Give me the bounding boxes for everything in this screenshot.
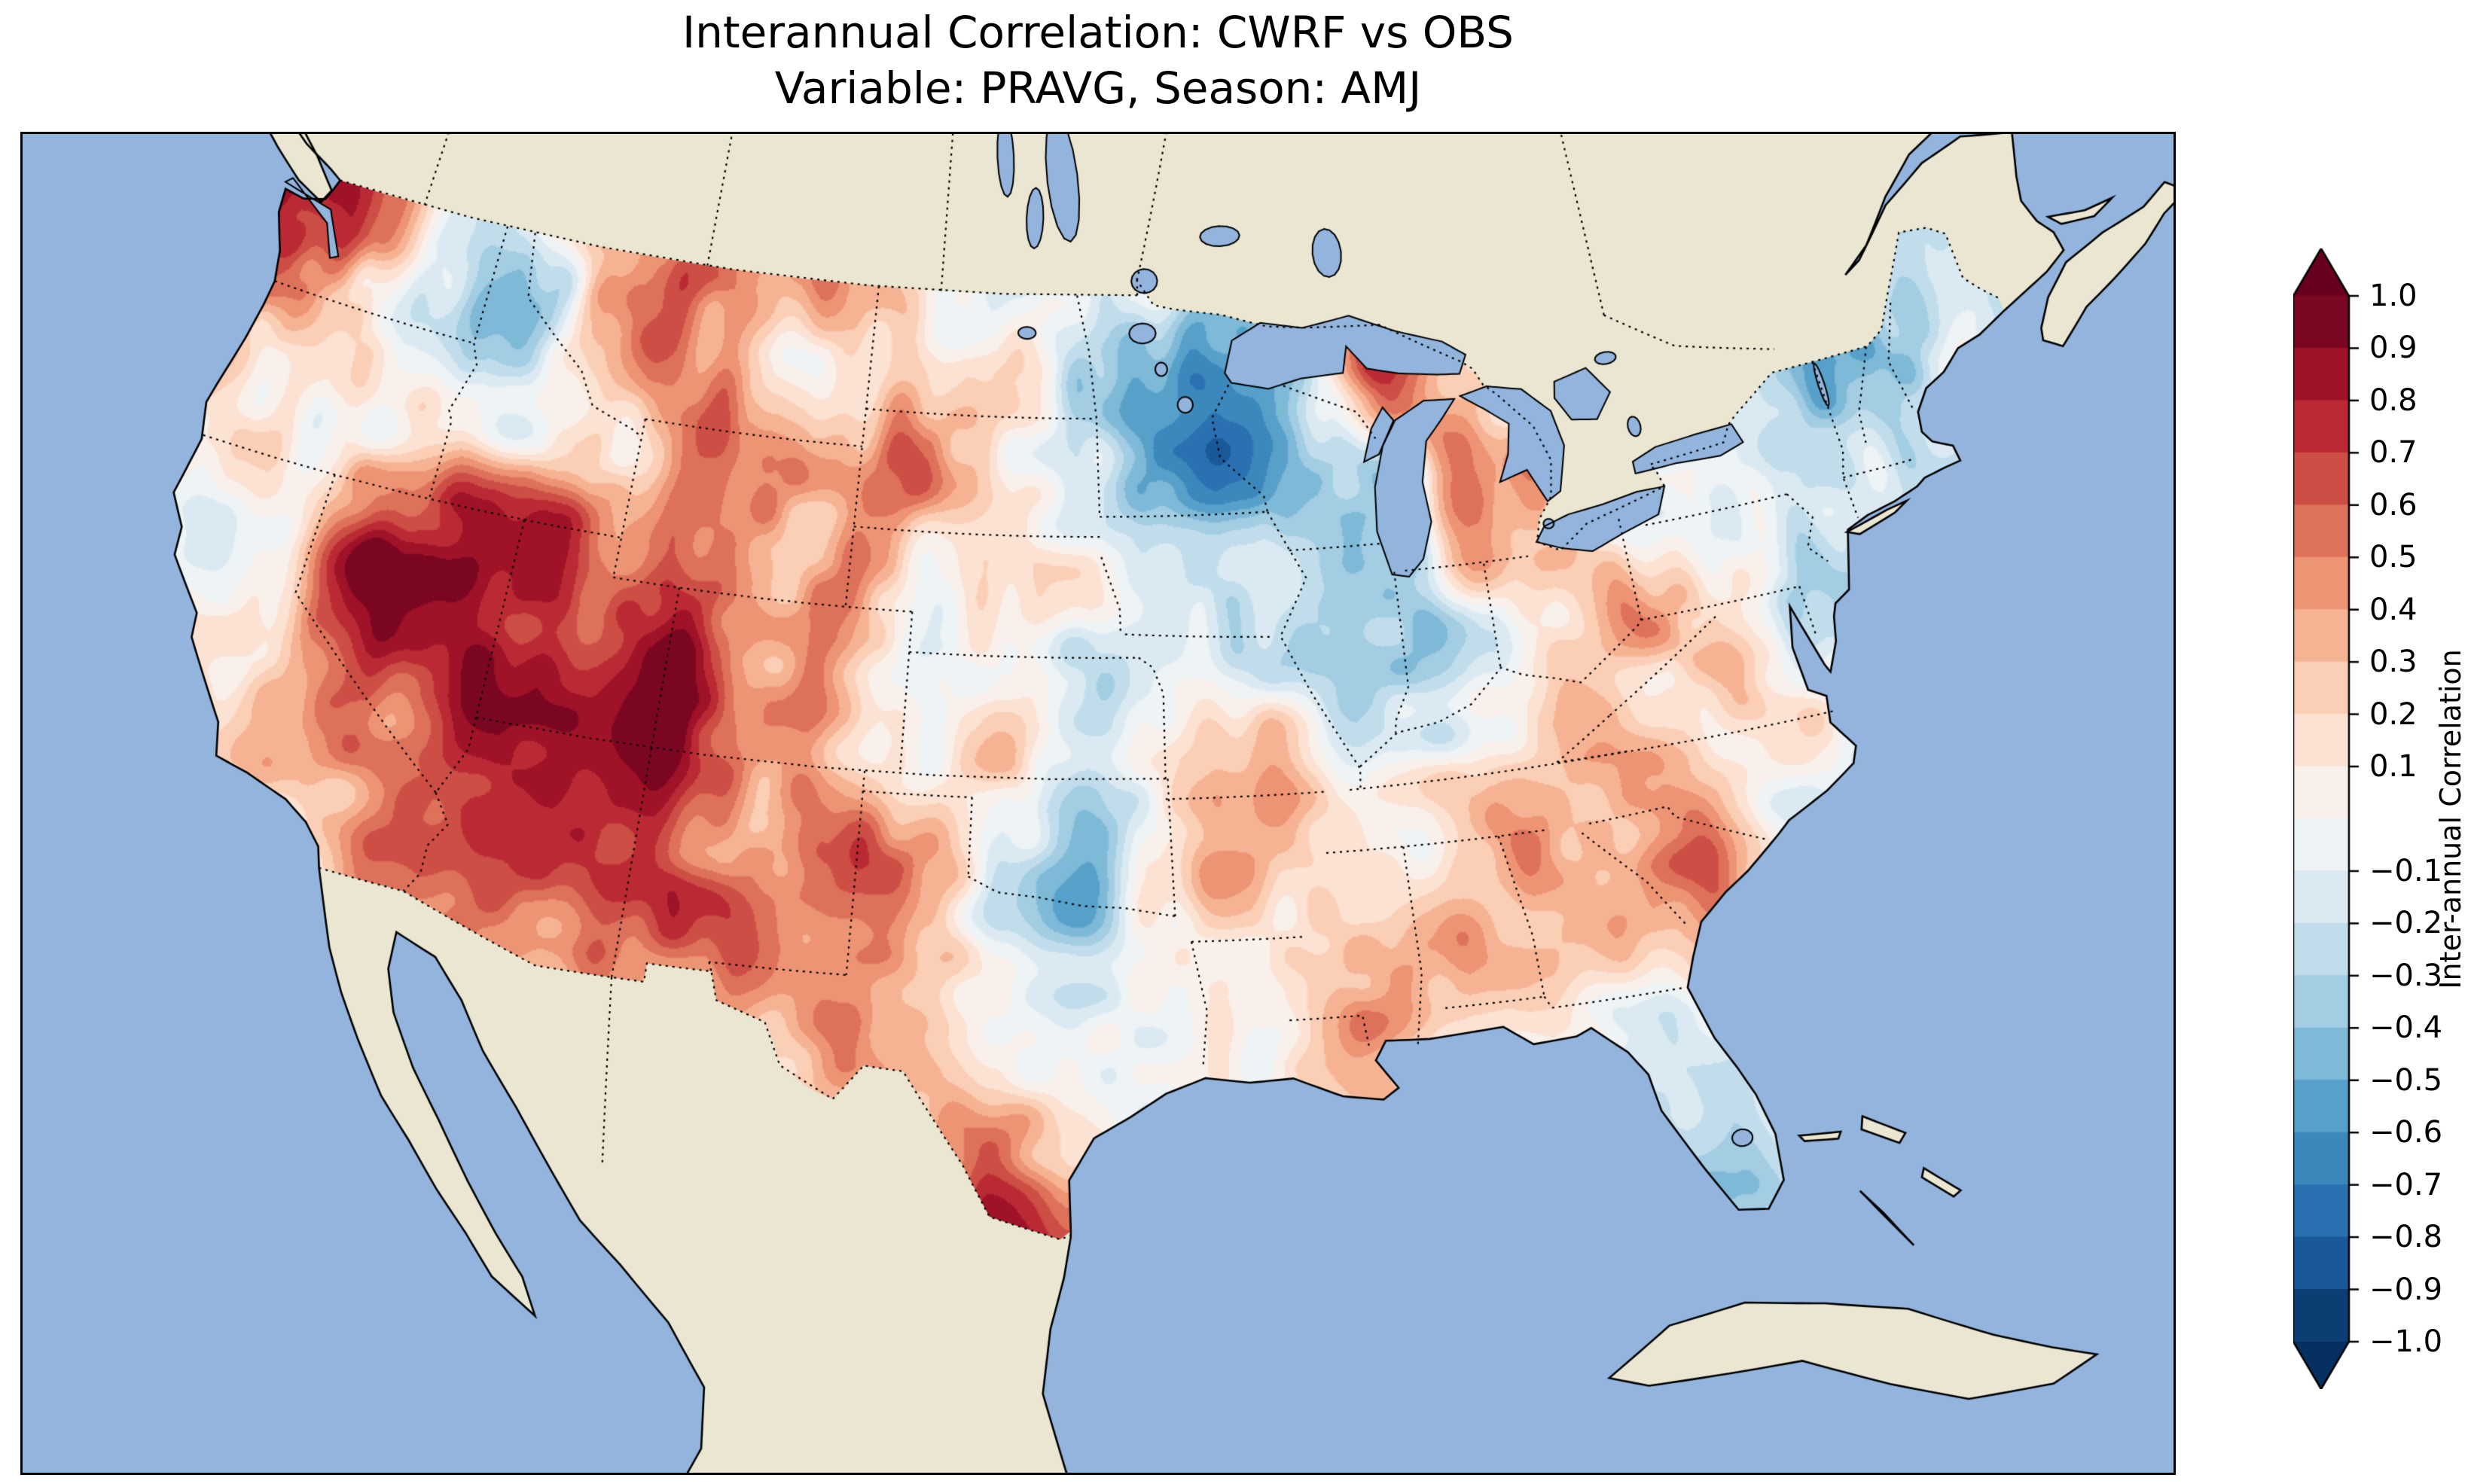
correlation-map-canvas — [23, 134, 2174, 1473]
colorbar-tick-label: 0.7 — [2369, 435, 2418, 471]
colorbar-canvas — [2293, 248, 2365, 1389]
colorbar-tick-label: −0.3 — [2369, 958, 2443, 993]
colorbar-tick-label: 1.0 — [2369, 279, 2418, 313]
colorbar-tick-label: 0.6 — [2369, 487, 2418, 523]
colorbar-tick-label: 0.3 — [2369, 644, 2418, 680]
chart-title: Interannual Correlation: CWRF vs OBS — [682, 7, 1515, 58]
chart-subtitle: Variable: PRAVG, Season: AMJ — [774, 62, 1422, 114]
colorbar-tick-label: −0.7 — [2369, 1167, 2443, 1202]
colorbar-tick-label: −1.0 — [2369, 1324, 2443, 1359]
map-axes — [20, 132, 2176, 1475]
colorbar-tick-label: −0.6 — [2369, 1115, 2443, 1150]
colorbar-tick-label: −0.8 — [2369, 1220, 2443, 1255]
colorbar-tick-label: 0.1 — [2369, 749, 2418, 785]
colorbar-tick-label: 0.5 — [2369, 540, 2418, 575]
colorbar-tick-label: −0.1 — [2369, 853, 2443, 888]
colorbar-tick-label: −0.4 — [2369, 1010, 2443, 1046]
colorbar-tick-label: 0.8 — [2369, 382, 2418, 418]
colorbar-tick-label: 0.4 — [2369, 592, 2418, 627]
colorbar — [2293, 248, 2365, 1389]
colorbar-tick-label: −0.2 — [2369, 906, 2443, 941]
colorbar-tick-label: 0.9 — [2369, 331, 2418, 366]
colorbar-tick-label: 0.2 — [2369, 696, 2418, 732]
colorbar-tick-label: −0.5 — [2369, 1062, 2443, 1098]
colorbar-tick-label: −0.9 — [2369, 1272, 2443, 1307]
